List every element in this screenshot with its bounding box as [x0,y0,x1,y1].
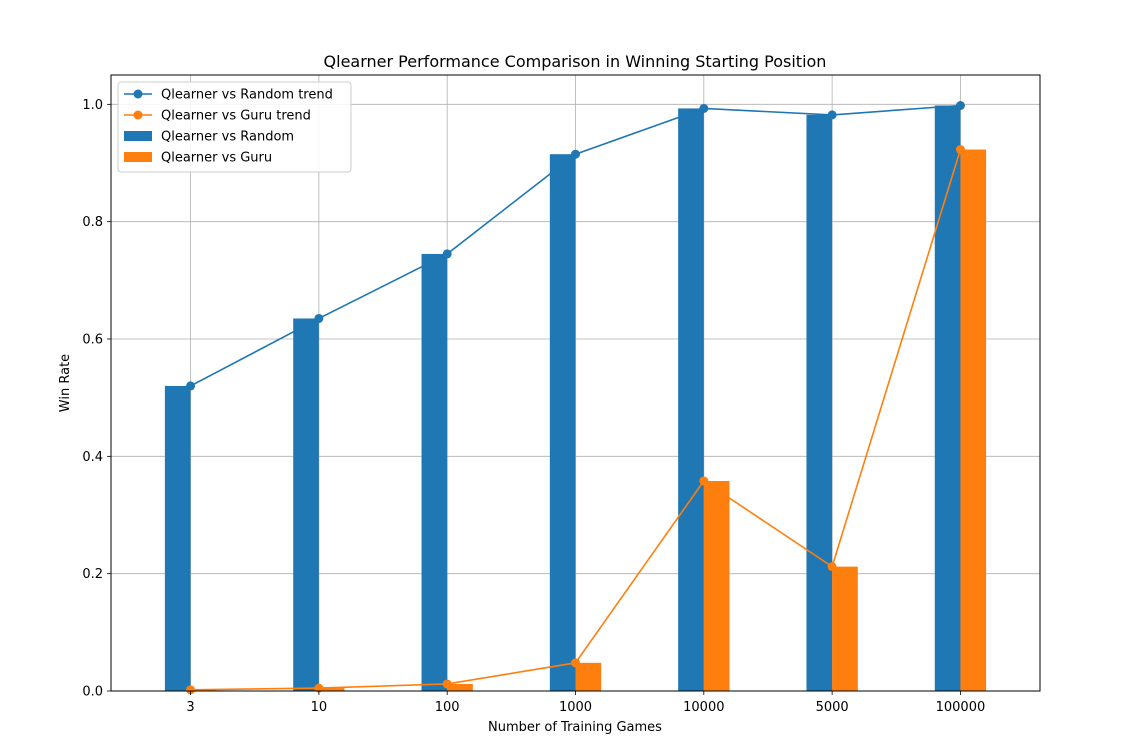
bar-qlearner-vs-random [164,385,191,691]
bar-qlearner-vs-guru [960,149,987,692]
bars-layer [164,105,987,692]
lines-layer [186,101,965,695]
x-tick-label: 10000 [683,700,724,715]
x-tick-label: 5000 [816,700,849,715]
point-qlearner-vs-guru-trend [827,562,837,572]
bar-qlearner-vs-random [421,253,448,691]
y-tick-label: 0.0 [82,685,103,700]
point-qlearner-vs-guru-trend [955,145,965,155]
legend-label: Qlearner vs Guru [161,151,272,166]
y-tick-label: 0.6 [82,333,103,348]
legend-bar-swatch [124,131,152,141]
legend-label: Qlearner vs Random trend [161,88,333,103]
bar-qlearner-vs-random [934,105,961,692]
point-qlearner-vs-guru-trend [186,685,196,695]
point-qlearner-vs-random-trend [827,110,837,120]
chart-title: Qlearner Performance Comparison in Winni… [324,52,827,71]
y-tick-label: 0.8 [82,215,103,230]
point-qlearner-vs-guru-trend [699,476,709,486]
legend-label: Qlearner vs Random [161,130,294,145]
legend: Qlearner vs Random trend Qlearner vs Guru… [117,81,352,173]
x-tick-label: 100000 [936,700,986,715]
bar-qlearner-vs-random [678,108,704,691]
legend-label: Qlearner vs Guru trend [161,109,311,124]
y-axis-label: Win Rate [58,354,73,412]
bar-qlearner-vs-guru [575,662,602,691]
y-tick-label: 0.2 [82,567,103,582]
x-tick-label: 1000 [559,700,592,715]
x-tick-label: 3 [186,700,194,715]
bar-qlearner-vs-guru [447,683,473,691]
point-qlearner-vs-guru-trend [571,658,580,668]
x-tick-label: 100 [435,700,460,715]
bar-qlearner-vs-random [549,154,576,691]
point-qlearner-vs-guru-trend [314,683,324,693]
bar-qlearner-vs-guru [832,566,858,691]
x-tick-label: 10 [311,700,328,715]
point-qlearner-vs-random-trend [571,149,580,159]
point-qlearner-vs-random-trend [314,313,324,323]
ticks-layer: 3 10 100 1000 10000 5000 100000 0.0 0.2 0.4 0.6 0.8… [82,98,985,715]
legend-box [117,81,352,173]
point-qlearner-vs-random-trend [442,249,452,259]
bar-qlearner-vs-random [806,114,833,692]
legend-bar-swatch [124,152,152,162]
y-tick-label: 1.0 [82,98,103,113]
y-tick-label: 0.4 [82,450,103,465]
bar-qlearner-vs-guru [318,688,345,691]
legend-marker-swatch [133,110,143,120]
bar-qlearner-vs-guru [703,480,730,691]
point-qlearner-vs-random-trend [955,101,965,111]
point-qlearner-vs-random-trend [699,103,709,113]
bar-qlearner-vs-random [293,318,319,691]
point-qlearner-vs-guru-trend [442,679,452,689]
x-axis-label: Number of Training Games [488,720,662,735]
legend-marker-swatch [133,89,143,99]
point-qlearner-vs-random-trend [186,381,196,391]
